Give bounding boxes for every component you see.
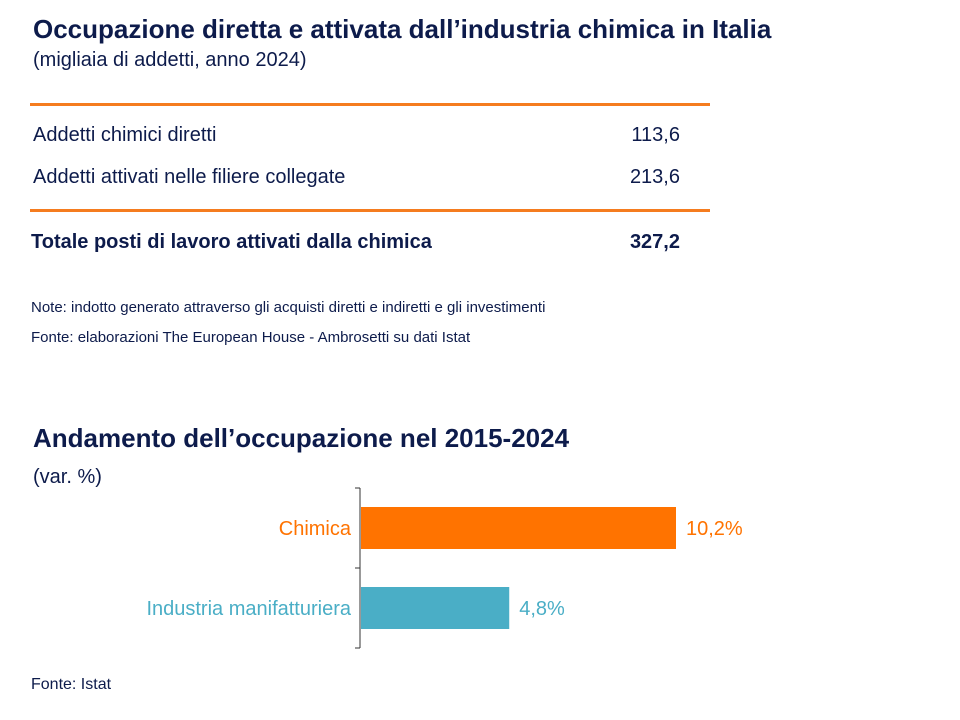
bar-0 — [361, 507, 676, 549]
table-top-rule — [30, 103, 710, 106]
chart-source: Fonte: Istat — [31, 676, 112, 693]
table-total-rule — [30, 209, 710, 212]
row-value-direct: 113,6 — [631, 124, 680, 146]
bar-1 — [361, 587, 510, 629]
bar-chart: Chimica 10,2% Industria manifatturiera 4,8% — [146, 487, 743, 649]
category-label-1: Industria manifatturiera — [146, 598, 351, 620]
category-label-0: Chimica — [279, 518, 352, 540]
value-label-0: 10,2% — [686, 518, 743, 540]
table-source: Fonte: elaborazioni The European House -… — [31, 329, 471, 346]
row-label-direct: Addetti chimici diretti — [33, 124, 217, 146]
chart-title: Andamento dell’occupazione nel 2015-2024 — [33, 423, 570, 453]
value-label-1: 4,8% — [519, 598, 565, 620]
table-title: Occupazione diretta e attivata dall’indu… — [33, 14, 772, 44]
chart-subtitle: (var. %) — [33, 466, 102, 488]
total-label: Totale posti di lavoro attivati dalla ch… — [31, 231, 432, 253]
table-note: Note: indotto generato attraverso gli ac… — [31, 299, 546, 316]
row-value-activated: 213,6 — [629, 166, 680, 188]
table-subtitle: (migliaia di addetti, anno 2024) — [33, 49, 307, 71]
total-value: 327,2 — [629, 231, 680, 253]
row-label-activated: Addetti attivati nelle filiere collegate — [33, 166, 346, 188]
